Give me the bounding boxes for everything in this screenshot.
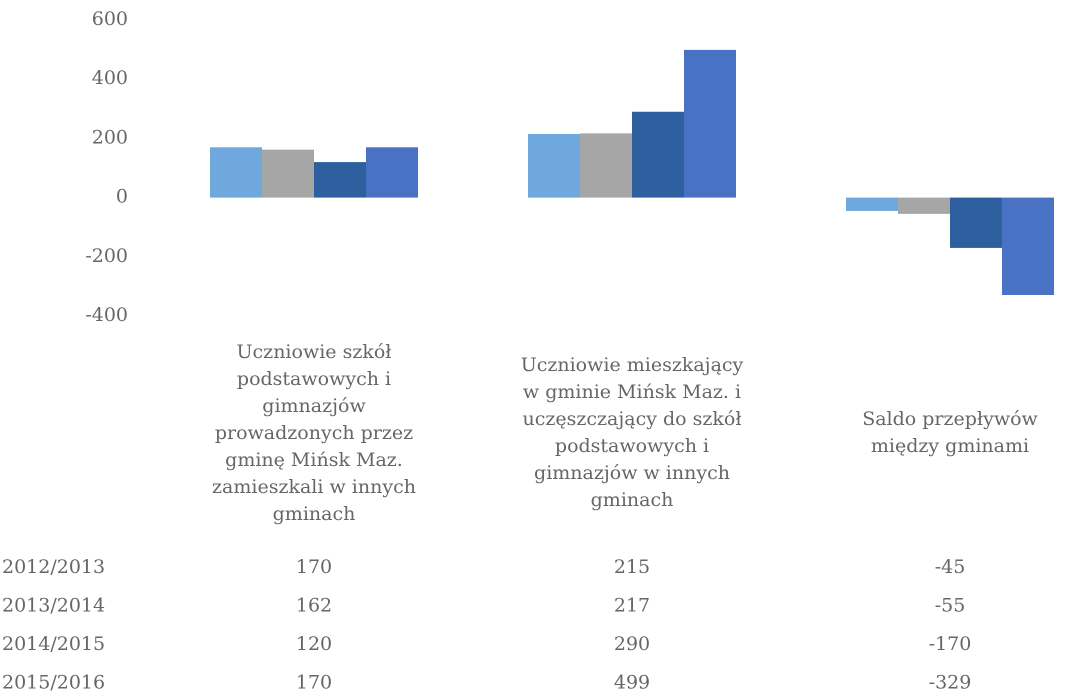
table-value: 290 <box>614 633 650 655</box>
bar <box>898 197 950 214</box>
table-value: 217 <box>614 595 650 617</box>
table-value: -55 <box>935 595 966 617</box>
legend-label: 2015/2016 <box>2 672 105 694</box>
table-value: 162 <box>296 595 332 617</box>
y-tick-label: -400 <box>85 304 128 326</box>
y-tick-label: 200 <box>92 126 128 148</box>
y-tick-label: 600 <box>92 8 128 30</box>
bar <box>528 133 580 198</box>
legend-label: 2013/2014 <box>2 595 105 617</box>
legend-label: 2014/2015 <box>2 633 105 655</box>
table-value: 120 <box>296 633 332 655</box>
category-label: Uczniowie mieszkający w gminie Mińsk Maz… <box>520 354 744 511</box>
bar <box>366 147 418 198</box>
bar <box>950 197 1002 248</box>
category-label: Uczniowie szkół podstawowych i gimnazjów… <box>212 340 416 525</box>
table-value: 215 <box>614 556 650 578</box>
table-value: 170 <box>296 672 332 694</box>
category-label: Saldo przepływów między gminami <box>862 408 1038 457</box>
bar <box>684 49 736 198</box>
bar <box>632 111 684 198</box>
table-value: -329 <box>929 672 972 694</box>
bar <box>580 133 632 198</box>
bar <box>1002 197 1054 295</box>
y-tick-label: 0 <box>116 186 128 208</box>
bar <box>210 147 262 198</box>
bar <box>314 162 366 198</box>
table-value: -45 <box>935 556 966 578</box>
bar <box>262 149 314 198</box>
table-value: 170 <box>296 556 332 578</box>
y-tick-label: 400 <box>92 67 128 89</box>
table-value: 499 <box>614 672 650 694</box>
y-tick-label: -200 <box>85 245 128 267</box>
legend-label: 2012/2013 <box>2 556 105 578</box>
bar <box>846 197 898 211</box>
table-value: -170 <box>929 633 972 655</box>
